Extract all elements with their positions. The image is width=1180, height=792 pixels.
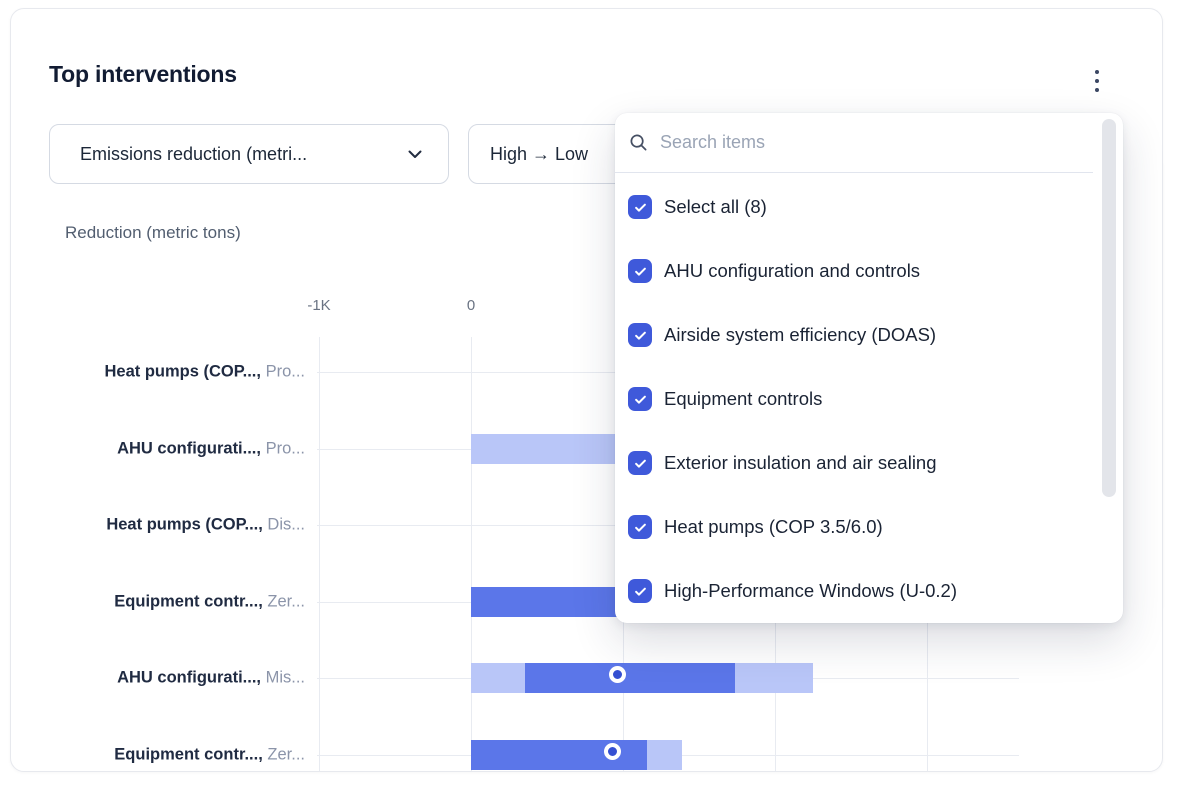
dropdown-item-label: Exterior insulation and air sealing bbox=[664, 452, 937, 473]
dropdown-item[interactable]: Heat pumps (COP 3.5/6.0) bbox=[615, 495, 1093, 559]
dropdown-item[interactable]: AHU configuration and controls bbox=[615, 239, 1093, 303]
dropdown-item[interactable]: Select all (8) bbox=[615, 175, 1093, 239]
row-label: Equipment contr..., Zer... bbox=[114, 745, 305, 764]
dropdown-item-label: AHU configuration and controls bbox=[664, 260, 921, 281]
divider bbox=[615, 172, 1093, 173]
bar-segment[interactable] bbox=[524, 663, 736, 693]
dropdown-item-label: Equipment controls bbox=[664, 388, 823, 409]
kebab-menu-button[interactable] bbox=[1083, 63, 1111, 99]
bar-segment[interactable] bbox=[471, 663, 525, 693]
row-label: Equipment contr..., Zer... bbox=[114, 592, 305, 611]
dropdown-item-list: Select all (8) AHU configuration and cont… bbox=[615, 175, 1093, 623]
dropdown-item-label: High-Performance Windows (U-0.2) bbox=[664, 580, 958, 601]
dropdown-item[interactable]: Equipment controls bbox=[615, 367, 1093, 431]
bar-segment[interactable] bbox=[646, 740, 682, 770]
vertical-gridline bbox=[319, 337, 320, 771]
checkbox-checked-icon[interactable] bbox=[628, 387, 652, 411]
checkbox-checked-icon[interactable] bbox=[628, 195, 652, 219]
search-row bbox=[615, 113, 1123, 172]
axis-tick-label: -1K bbox=[307, 297, 331, 314]
bar-chart: -1K 0 Heat pumps (COP..., Pro... AHU config… bbox=[11, 9, 1164, 773]
dropdown-item[interactable]: High-Performance Windows (U-0.2) bbox=[615, 559, 1093, 623]
bar-segment[interactable] bbox=[471, 434, 623, 464]
checkbox-checked-icon[interactable] bbox=[628, 515, 652, 539]
filter-dropdown-panel: Select all (8) AHU configuration and cont… bbox=[615, 113, 1123, 623]
checkbox-checked-icon[interactable] bbox=[628, 323, 652, 347]
search-input[interactable] bbox=[660, 124, 1109, 161]
dropdown-item[interactable]: Exterior insulation and air sealing bbox=[615, 431, 1093, 495]
checkbox-checked-icon[interactable] bbox=[628, 579, 652, 603]
vertical-gridline bbox=[471, 337, 472, 771]
checkbox-checked-icon[interactable] bbox=[628, 259, 652, 283]
checkbox-checked-icon[interactable] bbox=[628, 451, 652, 475]
row-label: Heat pumps (COP..., Dis... bbox=[106, 515, 305, 534]
bar-marker bbox=[608, 665, 626, 683]
dropdown-item-label: Heat pumps (COP 3.5/6.0) bbox=[664, 516, 883, 537]
dropdown-item[interactable]: Airside system efficiency (DOAS) bbox=[615, 303, 1093, 367]
page-title: Top interventions bbox=[49, 61, 237, 87]
dropdown-item-label: Select all (8) bbox=[664, 196, 767, 217]
chevron-down-icon bbox=[406, 145, 424, 163]
bar-segment[interactable] bbox=[735, 663, 813, 693]
chart-axis-title: Reduction (metric tons) bbox=[65, 223, 241, 242]
row-label: AHU configurati..., Mis... bbox=[117, 668, 305, 687]
metric-select-value: Emissions reduction (metri... bbox=[80, 143, 308, 164]
axis-tick-label: 0 bbox=[466, 297, 476, 314]
sort-select-value: High → Low bbox=[490, 143, 589, 164]
bar-segment[interactable] bbox=[471, 587, 623, 617]
dropdown-item-label: Airside system efficiency (DOAS) bbox=[664, 324, 937, 345]
search-icon bbox=[630, 134, 647, 151]
metric-select[interactable]: Emissions reduction (metri... bbox=[49, 124, 449, 184]
row-label: AHU configurati..., Pro... bbox=[117, 439, 305, 458]
bar-marker bbox=[604, 742, 622, 760]
row-label: Heat pumps (COP..., Pro... bbox=[104, 362, 306, 381]
scrollbar-thumb[interactable] bbox=[1102, 119, 1116, 497]
